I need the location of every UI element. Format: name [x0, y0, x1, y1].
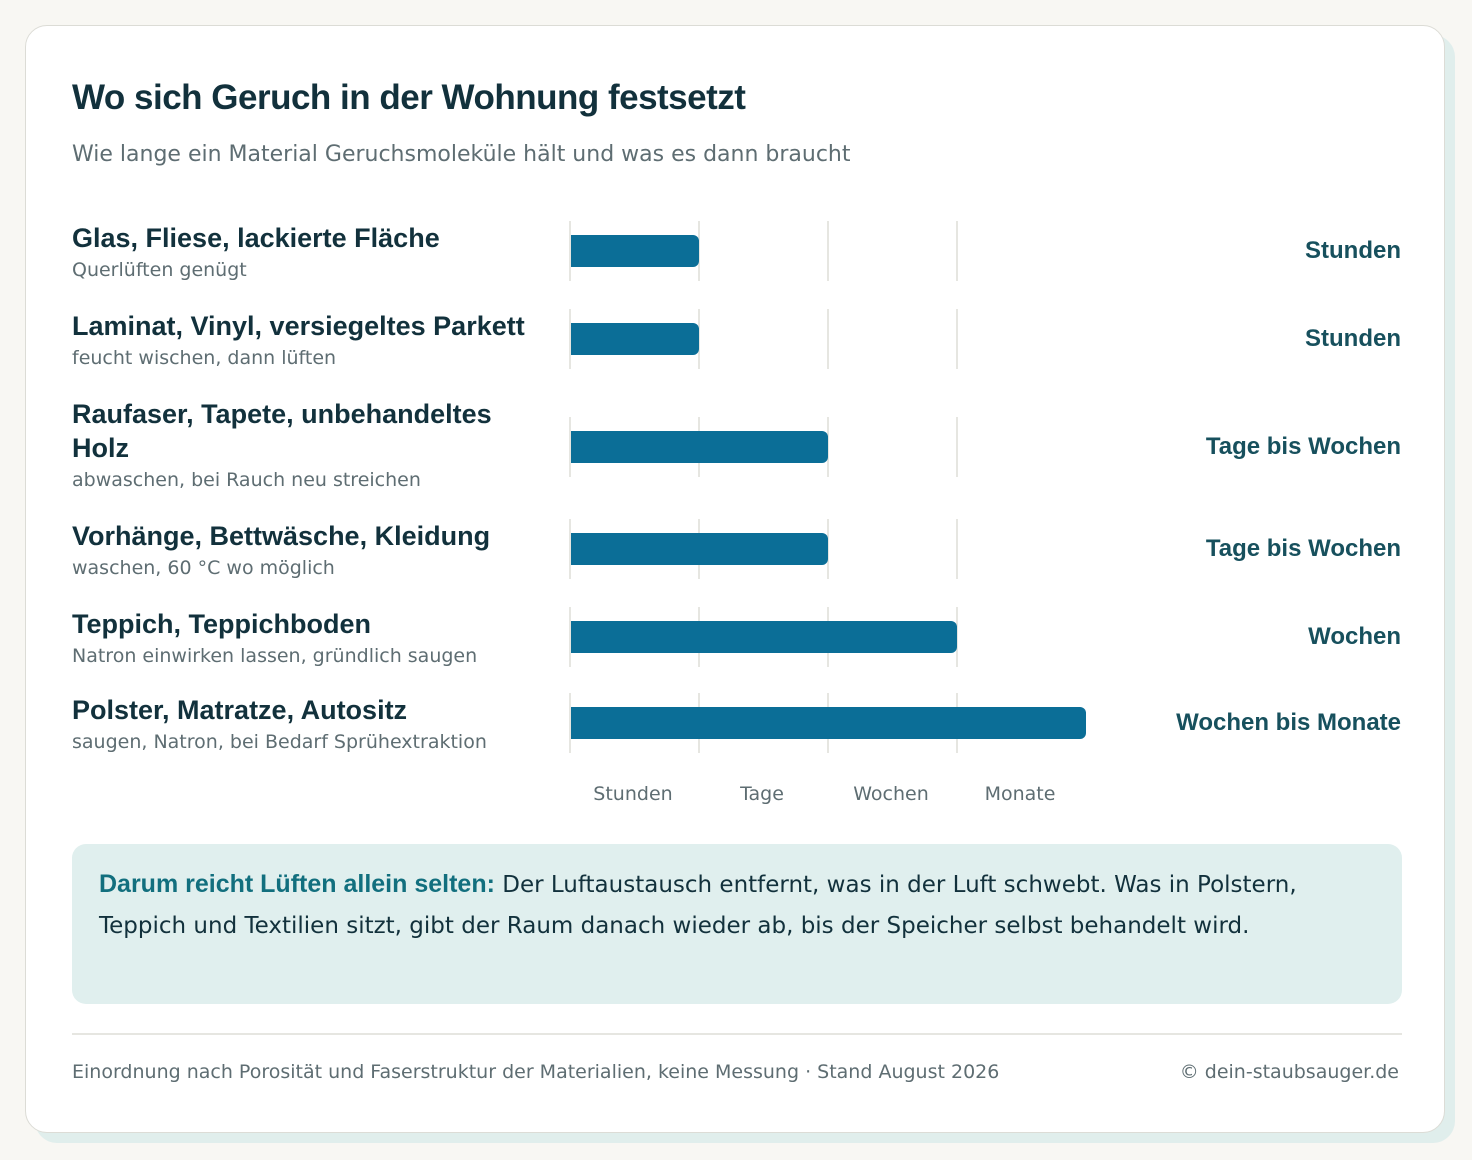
bar — [571, 431, 828, 463]
bar-track — [569, 607, 1085, 667]
chart-row: Polster, Matratze, Autositz saugen, Natro… — [26, 693, 1446, 767]
bar — [571, 621, 957, 653]
bar-value-label: Stunden — [1305, 325, 1401, 352]
x-tick-label: Monate — [984, 783, 1056, 805]
grid-line — [698, 221, 700, 281]
grid-line — [827, 417, 829, 477]
grid-line — [956, 221, 958, 281]
footer-divider — [72, 1033, 1402, 1035]
x-tick-label: Wochen — [853, 783, 929, 805]
row-label: Vorhänge, Bettwäsche, Kleidung — [72, 521, 491, 551]
chart-subtitle: Wie lange ein Material Geruchsmoleküle h… — [72, 142, 851, 167]
footer-copyright: © dein-staubsauger.de — [1179, 1061, 1399, 1083]
x-tick-label: Tage — [740, 783, 784, 805]
grid-line — [569, 417, 571, 477]
grid-line — [956, 607, 958, 667]
row-label: Glas, Fliese, lackierte Fläche — [72, 223, 440, 253]
grid-line — [956, 309, 958, 369]
row-hint: feucht wischen, dann lüften — [72, 347, 337, 369]
row-hint: Querlüften genügt — [72, 259, 247, 281]
row-hint: Natron einwirken lassen, gründlich sauge… — [72, 645, 478, 667]
grid-line — [569, 519, 571, 579]
chart-card: Wo sich Geruch in der Wohnung festsetzt … — [25, 25, 1445, 1133]
bar-value-label: Wochen — [1308, 623, 1401, 650]
info-note: Darum reicht Lüften allein selten: Der L… — [72, 844, 1402, 1004]
row-hint: waschen, 60 °C wo möglich — [72, 557, 335, 579]
x-tick-label: Stunden — [593, 783, 673, 805]
grid-line — [569, 693, 571, 753]
note-text: Der Luftaustausch entfernt, was in der L… — [99, 872, 1297, 939]
grid-line — [827, 519, 829, 579]
grid-line — [956, 519, 958, 579]
bar-value-label: Stunden — [1305, 237, 1401, 264]
chart-row: Raufaser, Tapete, unbehandeltes Holz abwa… — [26, 397, 1446, 505]
chart-row: Laminat, Vinyl, versiegeltes Parkett feuc… — [26, 309, 1446, 383]
bar — [571, 235, 699, 267]
row-label: Laminat, Vinyl, versiegeltes Parkett — [72, 311, 525, 341]
bar — [571, 323, 699, 355]
grid-line — [569, 607, 571, 667]
grid-line — [569, 221, 571, 281]
grid-line — [569, 309, 571, 369]
chart-row: Glas, Fliese, lackierte Fläche Querlüften… — [26, 221, 1446, 295]
bar-value-label: Wochen bis Monate — [1176, 709, 1401, 736]
bar-value-label: Tage bis Wochen — [1205, 535, 1401, 562]
row-label: Polster, Matratze, Autositz — [72, 695, 408, 725]
bar-track — [569, 519, 1085, 579]
grid-line — [827, 309, 829, 369]
footer-source: Einordnung nach Porosität und Faserstruk… — [72, 1061, 1000, 1083]
bar-track — [569, 693, 1086, 753]
chart-row: Teppich, Teppichboden Natron einwirken la… — [26, 607, 1446, 681]
row-label: Raufaser, Tapete, unbehandeltes Holz — [72, 399, 492, 463]
row-hint: saugen, Natron, bei Bedarf Sprühextrakti… — [72, 731, 487, 753]
chart-title: Wo sich Geruch in der Wohnung festsetzt — [72, 78, 746, 117]
grid-line — [698, 309, 700, 369]
bar-track — [569, 221, 1085, 281]
bar — [571, 707, 1086, 739]
bar-value-label: Tage bis Wochen — [1205, 433, 1401, 460]
grid-line — [827, 221, 829, 281]
row-label: Teppich, Teppichboden — [72, 609, 371, 639]
bar-track — [569, 417, 1085, 477]
bar-track — [569, 309, 1085, 369]
chart-row: Vorhänge, Bettwäsche, Kleidung waschen, 6… — [26, 519, 1446, 593]
note-lead: Darum reicht Lüften allein selten: — [99, 870, 495, 898]
bar — [571, 533, 828, 565]
row-hint: abwaschen, bei Rauch neu streichen — [72, 469, 421, 491]
grid-line — [956, 417, 958, 477]
